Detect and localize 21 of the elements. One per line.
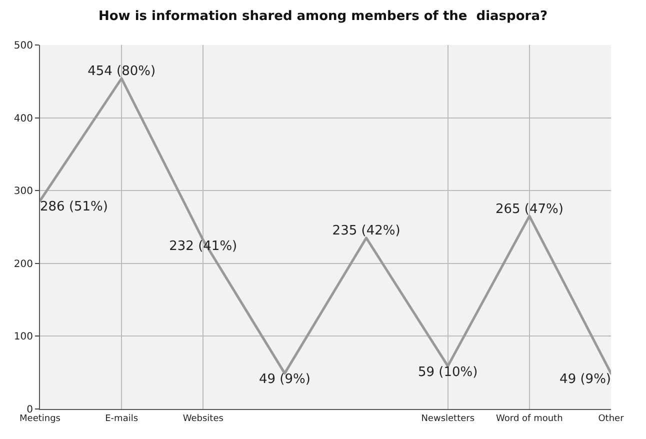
- y-tick-label: 0: [26, 404, 33, 416]
- chart-title: How is information shared among members of the diaspora?: [98, 9, 548, 24]
- x-tick-label: Newsletters: [421, 414, 475, 424]
- x-tick-label: Other: [598, 414, 624, 424]
- data-label: 235 (42%): [332, 224, 400, 239]
- data-label: 49 (9%): [560, 372, 611, 388]
- y-tick-label: 300: [14, 186, 33, 198]
- data-label: 49 (9%): [258, 372, 310, 388]
- y-tick-label: 500: [14, 40, 33, 52]
- x-tick-label: E-mails: [105, 414, 138, 424]
- x-tick-label: Websites: [182, 414, 224, 424]
- data-label: 265 (47%): [495, 202, 564, 217]
- data-label: 286 (51%): [40, 200, 108, 215]
- x-tick-label: Meetings: [20, 414, 61, 424]
- x-tick-label: Word of mouth: [496, 414, 563, 424]
- y-tick-label: 200: [14, 258, 33, 270]
- data-label: 59 (10%): [418, 364, 478, 380]
- data-label: 454 (80%): [88, 64, 156, 80]
- data-label: 232 (41%): [169, 238, 238, 254]
- y-tick-label: 100: [14, 332, 33, 343]
- y-tick-label: 400: [14, 113, 33, 124]
